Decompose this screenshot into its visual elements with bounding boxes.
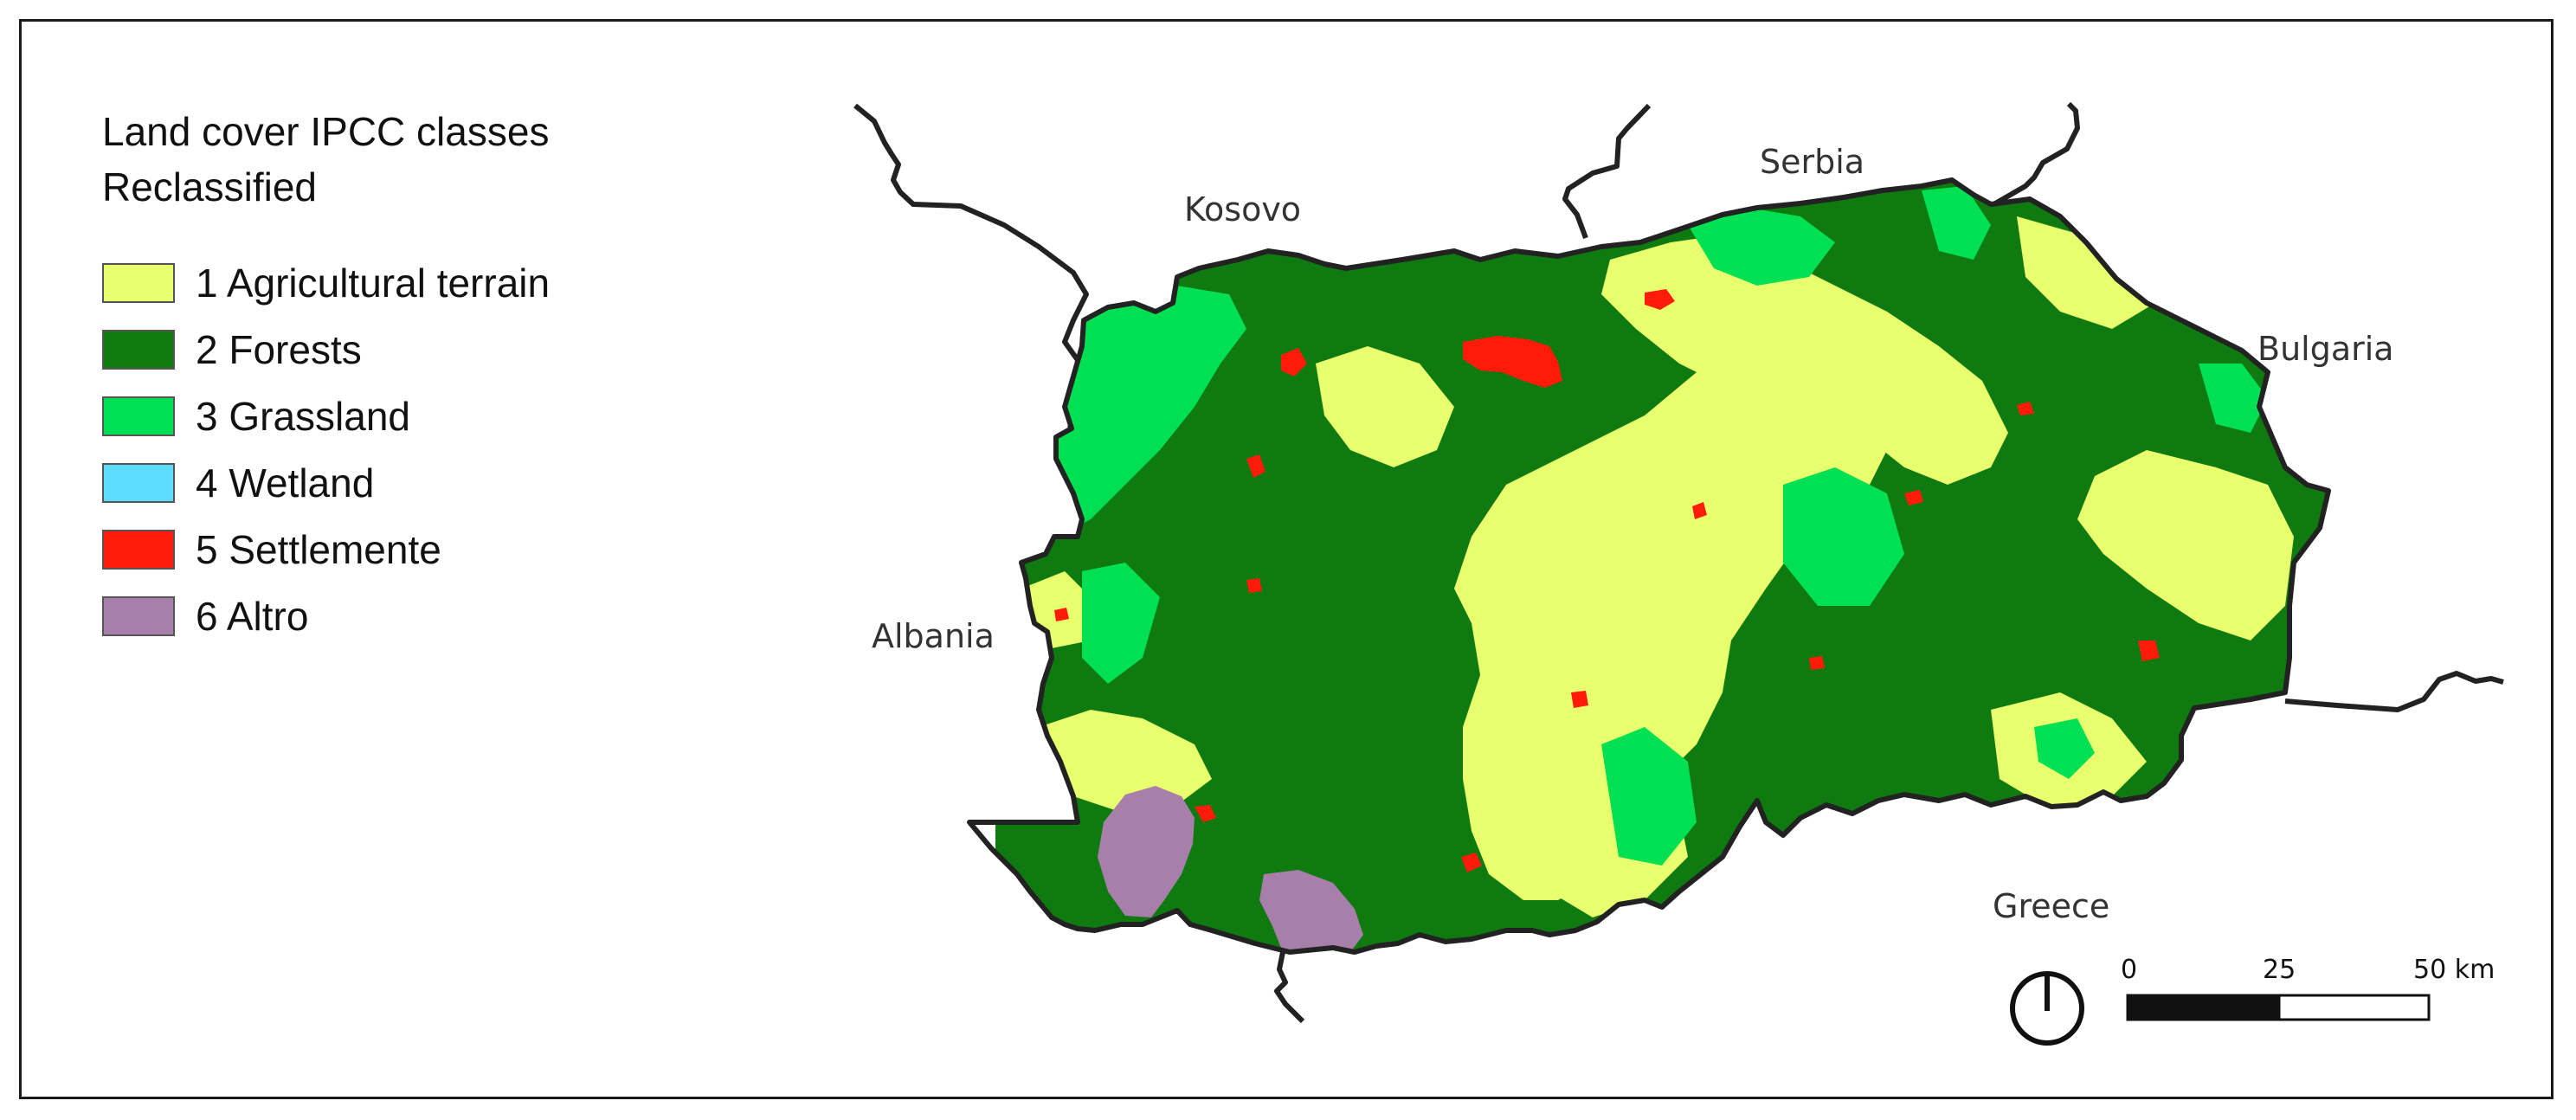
scale-bar: 0 25 50 km: [2121, 955, 2495, 1021]
legend-title-line1: Land cover IPCC classes: [102, 109, 550, 154]
legend-label-agricultural: 1 Agricultural terrain: [196, 260, 551, 306]
legend-title-line2: Reclassified: [102, 164, 317, 209]
grass-patch-north-east: [1922, 186, 1991, 260]
agri-patch-north: [1601, 234, 2008, 485]
north-arrow-icon: [2010, 971, 2084, 1046]
legend-item-wetland: 4 Wetland: [102, 449, 550, 516]
legend: Land cover IPCC classes Reclassified 1 A…: [102, 104, 550, 649]
grass-patch-south-center: [1601, 727, 1697, 866]
lake-prespa: [1259, 870, 1363, 952]
settlement-stip: [1904, 490, 1923, 505]
legend-swatch-settlement: [102, 529, 175, 570]
scale-tick-0: 0: [2121, 955, 2137, 985]
legend-item-forests: 2 Forests: [102, 316, 550, 383]
border-greece-albania: [1274, 951, 1305, 1024]
grass-patch-northwest: [1039, 286, 1246, 537]
legend-label-forests: 2 Forests: [196, 326, 362, 372]
settlement-tetovo: [1281, 348, 1307, 377]
agri-patch-southwest: [1039, 710, 1212, 814]
legend-swatch-forests: [102, 329, 175, 370]
settlement-veles: [1692, 502, 1707, 519]
scale-tick-50km: 50 km: [2413, 955, 2495, 985]
settlement-skopje: [1463, 336, 1562, 388]
settlement-gostivar: [1246, 454, 1265, 478]
settlement-kocani: [2017, 402, 2034, 415]
grass-patch-center: [1783, 467, 1904, 606]
settlement-kumanovo: [1645, 289, 1675, 310]
label-kosovo: Kosovo: [1184, 190, 1301, 229]
legend-item-agricultural: 1 Agricultural terrain: [102, 249, 550, 316]
settlement-bitola: [1461, 853, 1482, 872]
scale-bar-white-segment: [2277, 994, 2431, 1021]
border-kosovo-serbia: [1562, 103, 1652, 240]
settlement-prilep: [1571, 691, 1588, 708]
legend-label-wetland: 4 Wetland: [196, 460, 375, 505]
settlement-kicevo: [1246, 578, 1262, 593]
label-serbia: Serbia: [1760, 143, 1864, 181]
label-albania: Albania: [872, 617, 995, 655]
lake-ohrid: [1098, 786, 1195, 917]
macedonia-land-cover: [995, 180, 2328, 952]
legend-label-settlement: 5 Settlemente: [196, 526, 441, 572]
settlement-ohrid: [1195, 805, 1216, 822]
settlement-strumica: [2138, 640, 2160, 661]
agri-patch-center-west: [1316, 346, 1454, 467]
legend-swatch-wetland: [102, 462, 175, 503]
label-bulgaria: Bulgaria: [2257, 330, 2394, 368]
legend-label-other: 6 Altro: [196, 593, 309, 639]
border-kosovo-albania: [853, 103, 1098, 431]
border-greece-bulgaria: [2284, 671, 2504, 712]
agri-patch-east: [2077, 450, 2294, 640]
grass-patch-southeast: [2034, 718, 2095, 779]
legend-item-settlement: 5 Settlemente: [102, 516, 550, 583]
grass-patch-east: [2199, 364, 2268, 433]
agri-patch-central: [1454, 346, 1887, 900]
settlement-gevgelija: [1809, 656, 1825, 670]
settlement-struga: [1054, 608, 1069, 621]
legend-items: 1 Agricultural terrain 2 Forests 3 Grass…: [102, 249, 550, 649]
legend-swatch-agricultural: [102, 262, 175, 303]
legend-item-grassland: 3 Grassland: [102, 383, 550, 449]
legend-label-grassland: 3 Grassland: [196, 393, 411, 439]
legend-swatch-grassland: [102, 396, 175, 436]
scale-bar-black-segment: [2126, 994, 2281, 1021]
map-frame: [19, 19, 2553, 1099]
agri-patch-northeast: [2017, 216, 2155, 329]
border-serbia-bulgaria: [1989, 101, 2080, 209]
macedonia-border: [967, 177, 2331, 955]
grass-patch-north: [1688, 208, 1835, 286]
legend-item-other: 6 Altro: [102, 583, 550, 649]
grass-patch-west: [1082, 563, 1160, 684]
label-greece: Greece: [1993, 887, 2109, 925]
scale-tick-25: 25: [2263, 955, 2296, 985]
legend-swatch-other: [102, 595, 175, 636]
